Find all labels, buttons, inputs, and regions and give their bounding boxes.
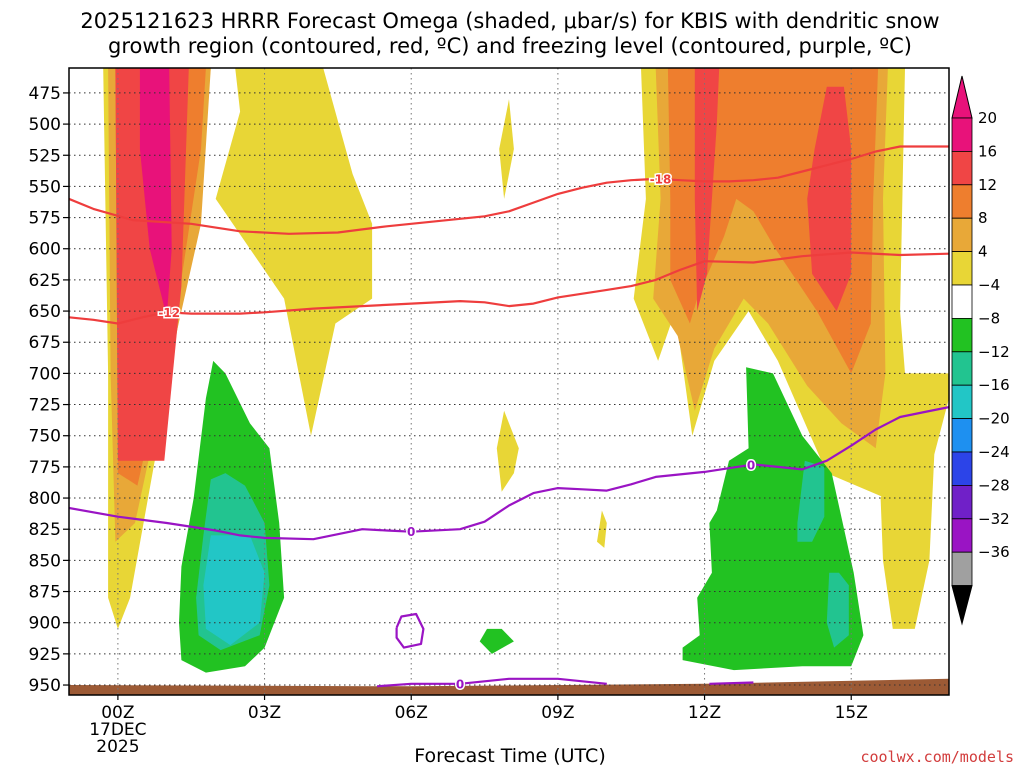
colorbar-label-4: 4	[978, 243, 988, 261]
y-tick-label-925: 925	[29, 645, 61, 665]
omega-region-c12-17	[203, 535, 265, 646]
colorbar-swatch-5	[951, 284, 973, 319]
colorbar-label-2: 12	[978, 176, 997, 194]
ground-surface	[69, 678, 949, 695]
chart-title-line-1: 2025121623 HRRR Forecast Omega (shaded, …	[80, 9, 939, 33]
colorbar-label-13: −36	[978, 543, 1010, 561]
y-tick-label-500: 500	[29, 115, 61, 135]
freezing-contour-line-3	[709, 681, 754, 685]
y-tick-label-475: 475	[29, 84, 61, 104]
x-tick-label-12-0: 12Z	[688, 703, 721, 723]
dgz-contour-line-1	[69, 251, 949, 325]
omega-region-m20-4	[139, 68, 172, 318]
colorbar-label-0: 20	[978, 109, 997, 127]
omega-region-y4-5	[210, 68, 373, 436]
colorbar-label-9: −20	[978, 410, 1010, 428]
colorbar-label-6: −8	[978, 309, 1000, 327]
colorbar-bottom-arrow	[951, 585, 973, 626]
colorbar-label-12: −32	[978, 510, 1010, 528]
colorbar-label-11: −28	[978, 476, 1010, 494]
omega-region-g4-19	[682, 367, 864, 671]
x-tick-label-15-0: 15Z	[835, 703, 868, 723]
y-tick-label-825: 825	[29, 520, 61, 540]
colorbar-label-8: −16	[978, 376, 1010, 394]
dgz-contour-label-1: -12	[158, 306, 180, 320]
x-tick-label-0-2: 2025	[96, 737, 139, 757]
colorbar-swatch-1	[951, 150, 973, 186]
colorbar-swatch-0	[951, 117, 973, 152]
y-tick-label-950: 950	[29, 676, 61, 696]
freezing-contour-line-2	[376, 677, 607, 688]
colorbar-swatch-11	[951, 484, 973, 520]
y-tick-label-750: 750	[29, 427, 61, 447]
y-tick-label-725: 725	[29, 396, 61, 416]
colorbar-label-10: −24	[978, 443, 1010, 461]
y-tick-label-675: 675	[29, 333, 61, 353]
colorbar-swatch-10	[951, 451, 973, 486]
colorbar-label-1: 16	[978, 142, 997, 160]
y-tick-label-625: 625	[29, 271, 61, 291]
plot-frame	[68, 67, 950, 696]
colorbar-top-arrow	[951, 75, 973, 119]
colorbar-legend: 20 16 12 8 4 −4 −8 −12 −16 −20 −24 −28 −32 −36	[951, 75, 1010, 626]
dotted-grid	[69, 68, 949, 695]
omega-region-t8-21	[826, 572, 849, 648]
chart-title-line-2: growth region (contoured, red, ºC) and f…	[108, 34, 912, 58]
y-tick-label-800: 800	[29, 489, 61, 509]
freezing-contour-label-2: 0	[456, 677, 464, 691]
x-axis-label: Forecast Time (UTC)	[414, 745, 605, 767]
colorbar-swatch-7	[951, 351, 973, 386]
plot-area: -18 -12 0 0 0	[68, 67, 950, 696]
x-tick-label-6-0: 06Z	[395, 703, 428, 723]
x-tick-label-9-0: 09Z	[541, 703, 574, 723]
x-tick-label-3-0: 03Z	[248, 703, 281, 723]
omega-region-t8-20	[797, 460, 825, 542]
omega-region-g4-18	[479, 628, 514, 654]
y-tick-label-525: 525	[29, 146, 61, 166]
y-tick-label-850: 850	[29, 551, 61, 571]
y-tick-label-875: 875	[29, 583, 61, 603]
omega-region-y4-8	[597, 510, 607, 548]
freezing-contour-label-1: 0	[747, 458, 755, 472]
freezing-contour-line-0	[69, 406, 949, 541]
dgz-contour-label-0: -18	[650, 173, 672, 187]
credit-text: coolwx.com/models	[860, 748, 1014, 766]
temperature-contours: -18 -12 0 0 0	[69, 145, 949, 693]
y-tick-label-550: 550	[29, 177, 61, 197]
colorbar-swatch-6	[951, 317, 973, 353]
y-tick-label-575: 575	[29, 209, 61, 229]
freezing-contour-line-4	[395, 612, 425, 649]
colorbar-label-5: −4	[978, 276, 1000, 294]
x-tick-label-0-0: 00Z	[101, 703, 134, 723]
colorbar-swatch-3	[951, 217, 973, 252]
y-tick-label-600: 600	[29, 240, 61, 260]
ground-layer	[69, 678, 949, 695]
dgz-contour-line-0	[69, 145, 949, 235]
colorbar-label-3: 8	[978, 209, 988, 227]
colorbar-swatch-13	[951, 551, 973, 587]
colorbar-swatch-2	[951, 184, 973, 219]
y-tick-label-650: 650	[29, 302, 61, 322]
x-tick-label-0-1: 17DEC	[89, 720, 146, 740]
y-tick-label-775: 775	[29, 458, 61, 478]
y-tick-label-700: 700	[29, 364, 61, 384]
colorbar-label-7: −12	[978, 343, 1010, 361]
y-tick-label-900: 900	[29, 614, 61, 634]
colorbar-swatch-4	[951, 251, 973, 286]
colorbar-swatch-8	[951, 384, 973, 420]
y-axis: 475 500 525 550 575 600 625 650 675 700 725 750 775 8…	[29, 84, 69, 696]
freezing-contour-label-0: 0	[407, 525, 415, 539]
omega-region-r16-13	[694, 68, 720, 312]
omega-region-y4-7	[496, 410, 519, 492]
colorbar-swatch-9	[951, 418, 973, 453]
colorbar-swatch-12	[951, 518, 973, 553]
